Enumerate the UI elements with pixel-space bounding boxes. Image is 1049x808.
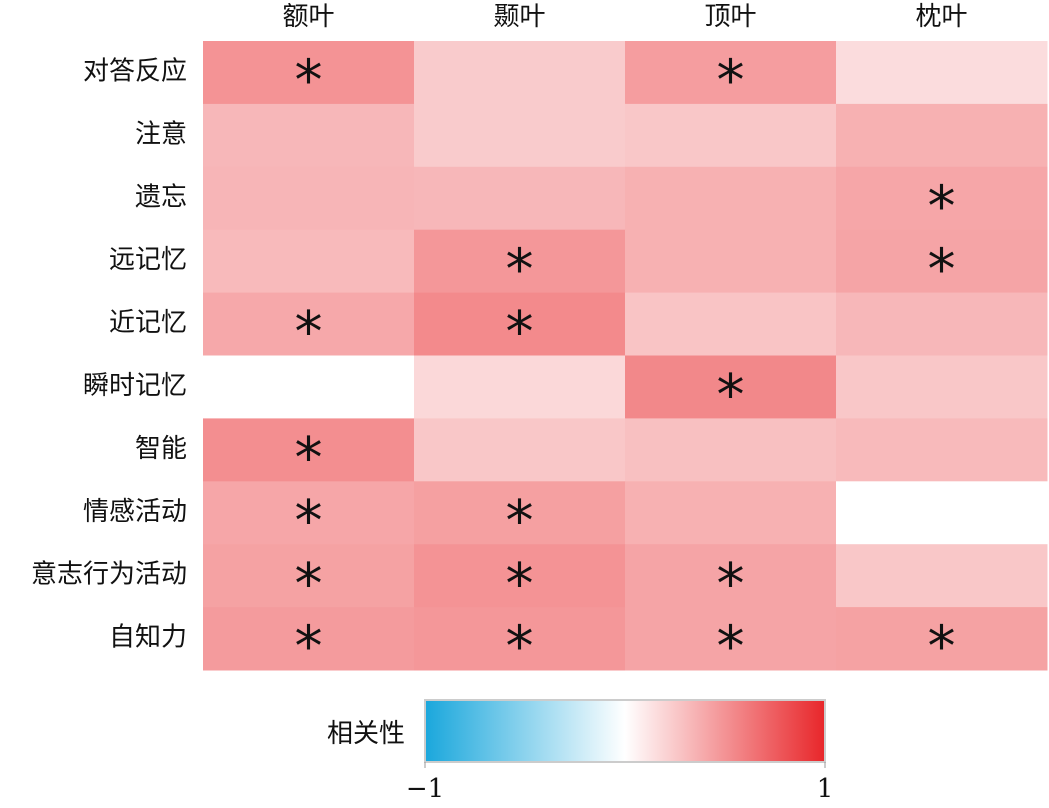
row-label: 智能 bbox=[135, 434, 187, 464]
colorbar-tick-label: 1 bbox=[817, 774, 834, 804]
row-label: 近记忆 bbox=[109, 308, 187, 338]
significance-star: * bbox=[295, 426, 323, 491]
heatmap-cell bbox=[203, 481, 415, 545]
heatmap-cell bbox=[203, 229, 415, 294]
heatmap-cell bbox=[625, 355, 837, 419]
significance-star: * bbox=[506, 489, 534, 554]
heatmap-cell bbox=[414, 41, 626, 105]
heatmap-cell bbox=[203, 103, 415, 168]
significance-star: * bbox=[506, 237, 534, 302]
heatmap-cell bbox=[836, 103, 1048, 168]
heatmap-cell bbox=[414, 481, 626, 545]
column-label: 颞叶 bbox=[493, 2, 545, 32]
heatmap-cell bbox=[625, 607, 837, 671]
row-label: 瞬时记忆 bbox=[83, 371, 187, 401]
colorbar-title: 相关性 bbox=[327, 719, 405, 749]
heatmap-cell bbox=[203, 292, 415, 356]
heatmap-cell bbox=[203, 418, 415, 482]
heatmap-cell bbox=[203, 355, 415, 419]
heatmap-cell bbox=[836, 418, 1048, 482]
heatmap-cell bbox=[836, 481, 1048, 545]
significance-star: * bbox=[717, 552, 745, 617]
heatmap-cell bbox=[625, 103, 837, 168]
heatmap-cell bbox=[625, 41, 837, 105]
heatmap-cell bbox=[836, 229, 1048, 294]
significance-star: * bbox=[506, 552, 534, 617]
row-label: 遗忘 bbox=[135, 182, 187, 212]
row-label: 情感活动 bbox=[83, 497, 187, 527]
significance-star: * bbox=[295, 49, 323, 114]
heatmap-cell bbox=[414, 607, 626, 671]
column-label: 额叶 bbox=[282, 2, 334, 32]
heatmap-cell bbox=[836, 41, 1048, 105]
heatmap-cell bbox=[625, 166, 837, 231]
row-label: 远记忆 bbox=[109, 245, 187, 275]
heatmap-cell bbox=[625, 229, 837, 294]
heatmap-cell bbox=[625, 418, 837, 482]
row-label: 意志行为活动 bbox=[31, 560, 187, 590]
significance-star: * bbox=[506, 300, 534, 365]
heatmap-cell bbox=[836, 544, 1048, 608]
heatmap-cell bbox=[625, 481, 837, 545]
heatmap-cell bbox=[203, 544, 415, 608]
heatmap-cell bbox=[414, 229, 626, 294]
significance-star: * bbox=[717, 615, 745, 680]
significance-star: * bbox=[295, 300, 323, 365]
heatmap-cell bbox=[203, 166, 415, 231]
significance-star: * bbox=[295, 615, 323, 680]
column-label: 枕叶 bbox=[915, 2, 967, 32]
heatmap-cell bbox=[414, 292, 626, 356]
row-label: 对答反应 bbox=[83, 56, 187, 86]
significance-star: * bbox=[928, 237, 956, 302]
column-label: 顶叶 bbox=[704, 2, 756, 32]
heatmap-cell bbox=[414, 166, 626, 231]
heatmap-cell bbox=[414, 418, 626, 482]
heatmap-cell bbox=[414, 103, 626, 168]
row-label: 自知力 bbox=[109, 623, 187, 653]
heatmap-cell bbox=[414, 355, 626, 419]
heatmap-cell bbox=[625, 544, 837, 608]
significance-star: * bbox=[928, 174, 956, 239]
significance-star: * bbox=[717, 49, 745, 114]
heatmap-cell bbox=[625, 292, 837, 356]
heatmap-cell bbox=[203, 41, 415, 105]
heatmap-cell bbox=[203, 607, 415, 671]
heatmap-cell bbox=[836, 166, 1048, 231]
heatmap-cell bbox=[414, 544, 626, 608]
significance-star: * bbox=[295, 552, 323, 617]
significance-star: * bbox=[928, 615, 956, 680]
heatmap-cell bbox=[836, 355, 1048, 419]
colorbar-tick-label: −1 bbox=[406, 774, 444, 804]
significance-star: * bbox=[506, 615, 534, 680]
heatmap-cell bbox=[836, 292, 1048, 356]
colorbar bbox=[424, 699, 826, 763]
significance-star: * bbox=[295, 489, 323, 554]
significance-star: * bbox=[717, 363, 745, 428]
heatmap-cell bbox=[836, 607, 1048, 671]
row-label: 注意 bbox=[135, 119, 187, 149]
